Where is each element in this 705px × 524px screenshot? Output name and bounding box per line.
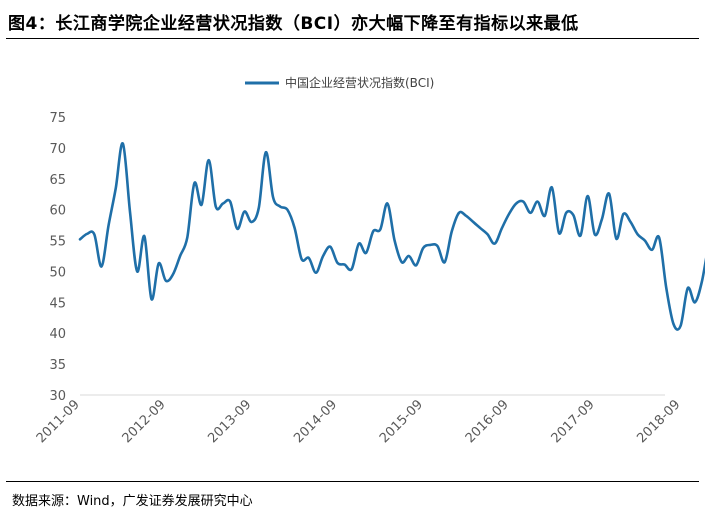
- y-tick-label: 55: [49, 235, 66, 250]
- x-tick-label: 2018-09: [634, 397, 683, 446]
- legend: 中国企业经营状况指数(BCI): [245, 75, 434, 90]
- y-tick-label: 45: [49, 296, 66, 311]
- y-axis: 30 35 40 45 50 55 60 65 70 75: [49, 111, 66, 404]
- x-tick-label: 2011-09: [34, 397, 83, 446]
- y-tick-label: 65: [49, 173, 66, 188]
- y-tick-label: 75: [49, 111, 66, 126]
- source-rule: [6, 481, 699, 482]
- title-rule: [6, 38, 699, 39]
- x-tick-label: 2017-09: [549, 397, 598, 446]
- x-tick-label: 2015-09: [377, 397, 426, 446]
- y-tick-label: 60: [49, 204, 66, 219]
- legend-label: 中国企业经营状况指数(BCI): [285, 75, 434, 90]
- y-tick-label: 50: [49, 265, 66, 280]
- x-tick-label: 2014-09: [291, 397, 340, 446]
- y-tick-label: 30: [49, 389, 66, 404]
- figure-title: 图4：长江商学院企业经营状况指数（BCI）亦大幅下降至有指标以来最低: [8, 14, 579, 34]
- y-tick-label: 70: [49, 142, 66, 157]
- x-tick-label: 2012-09: [120, 397, 169, 446]
- series-line-bci: [78, 142, 705, 331]
- x-tick-label: 2013-09: [205, 397, 254, 446]
- bci-line-chart: 中国企业经营状况指数(BCI) 30 35 40 45 50 55 60 65 70 75 201…: [34, 75, 705, 446]
- y-tick-label: 40: [49, 327, 66, 342]
- x-axis: 2011-09 2012-09 2013-09 2014-09 2015-09 2016-…: [34, 394, 683, 446]
- source-note: 数据来源：Wind，广发证券发展研究中心: [12, 494, 253, 509]
- y-tick-label: 35: [49, 358, 66, 373]
- x-tick-label: 2016-09: [463, 397, 512, 446]
